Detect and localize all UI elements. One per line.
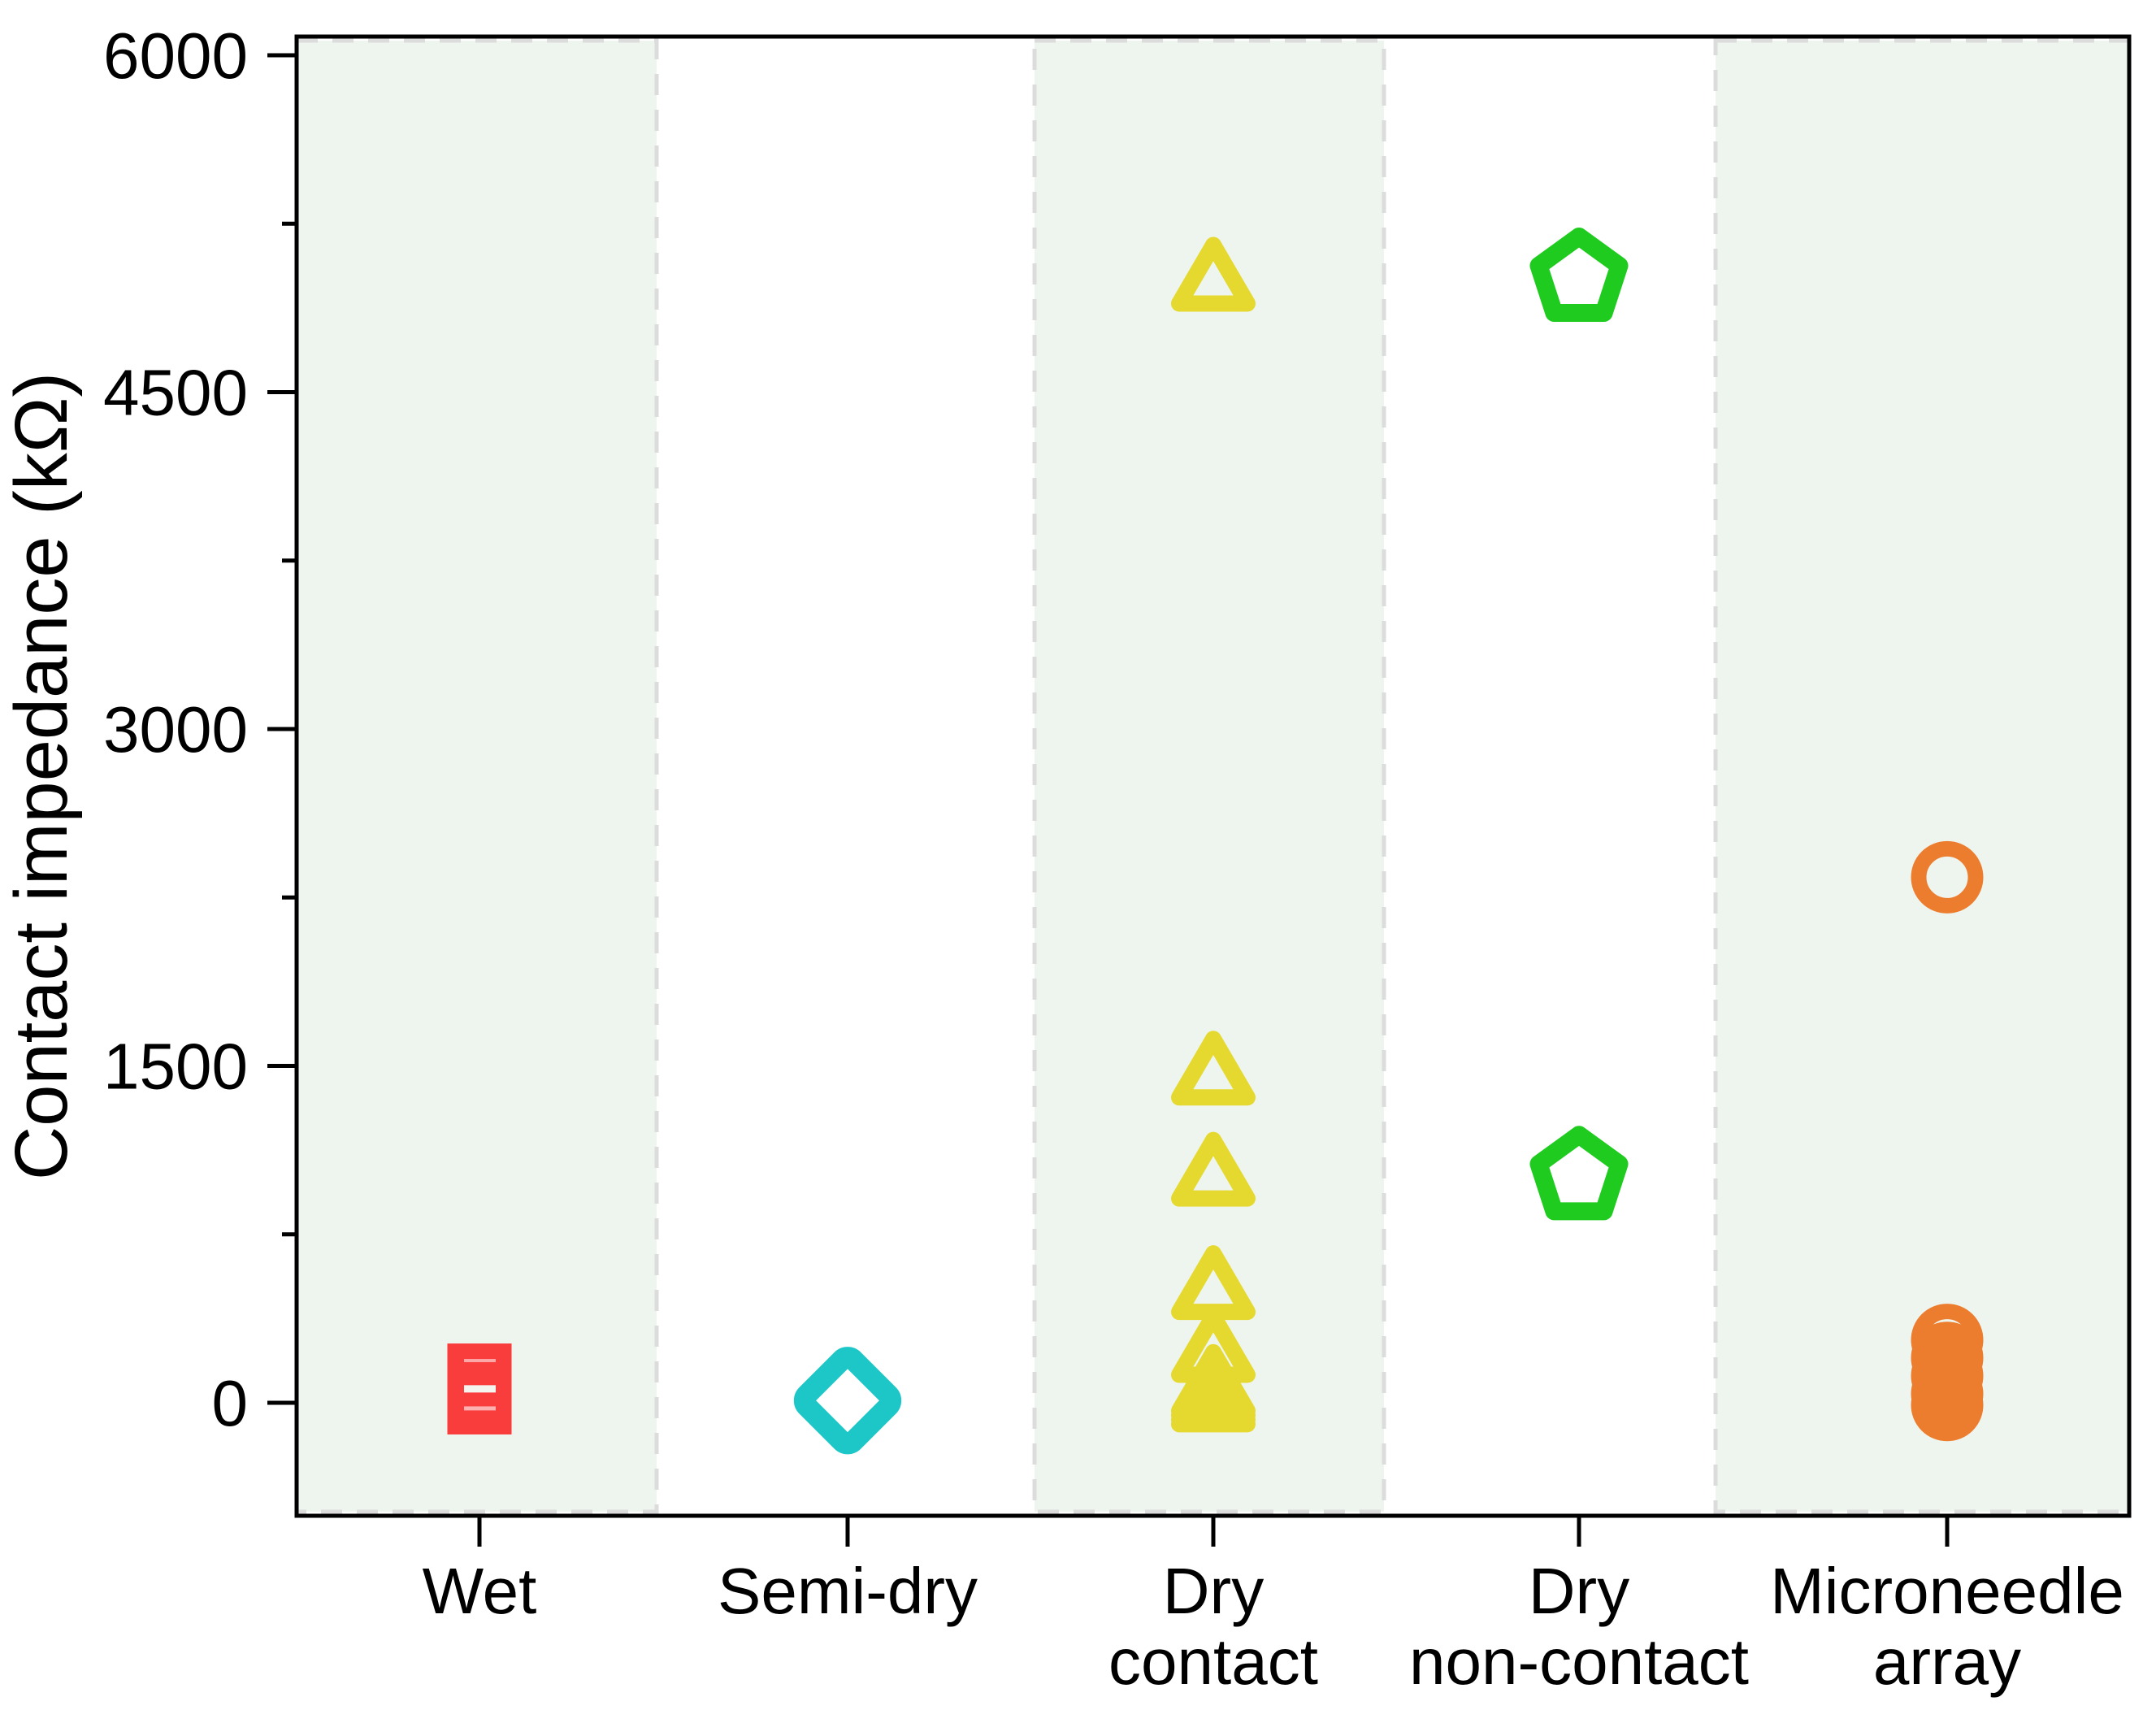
x-label-microneedle-array: Microneedle [1770, 1555, 2124, 1627]
y-tick-label-3000: 3000 [103, 693, 248, 766]
y-tick-label-6000: 6000 [103, 20, 248, 92]
data-markers [447, 228, 1984, 1455]
marker-dry-non-contact-5005 [1529, 228, 1629, 322]
y-tick-label-1500: 1500 [103, 1031, 248, 1103]
x-label-dry-contact: Dry [1163, 1555, 1264, 1627]
x-label-wet: Wet [423, 1555, 537, 1627]
wet-median-line [464, 1385, 496, 1393]
marker-microneedle-array--10 [1911, 1369, 1984, 1442]
marker-dry-contact-35 [1171, 1357, 1256, 1433]
x-label-semi-dry: Semi-dry [718, 1555, 978, 1627]
marker-dry-contact-1040 [1171, 1131, 1256, 1207]
x-label-dry-non-contact: Dry [1529, 1555, 1629, 1627]
marker-dry-contact-5025 [1171, 237, 1256, 312]
y-axis-title: Contact impedance (kΩ) [0, 372, 83, 1180]
x-label-microneedle-array-line2: array [1873, 1625, 2021, 1698]
marker-microneedle-array-280 [1911, 1304, 1984, 1377]
band-wet [294, 38, 659, 1514]
band-microneedle-array [1713, 38, 2132, 1514]
x-label-dry-contact-line2: contact [1108, 1625, 1318, 1698]
marker-dry-non-contact-1005 [1529, 1126, 1629, 1221]
y-tick-label-4500: 4500 [103, 357, 248, 429]
wet-cluster-box [447, 1343, 512, 1434]
wet-faint-line-upper [464, 1359, 496, 1363]
wet-faint-line-lower [464, 1406, 496, 1411]
x-label-dry-non-contact-line2: non-contact [1409, 1625, 1749, 1698]
marker-semi-dry-10 [793, 1347, 902, 1455]
marker-dry-contact-255 [1171, 1308, 1256, 1383]
marker-dry-contact-1490 [1171, 1031, 1256, 1106]
axes [267, 34, 2132, 1547]
y-tick-label-0: 0 [212, 1367, 249, 1439]
marker-microneedle-array-2340 [1911, 840, 1984, 914]
